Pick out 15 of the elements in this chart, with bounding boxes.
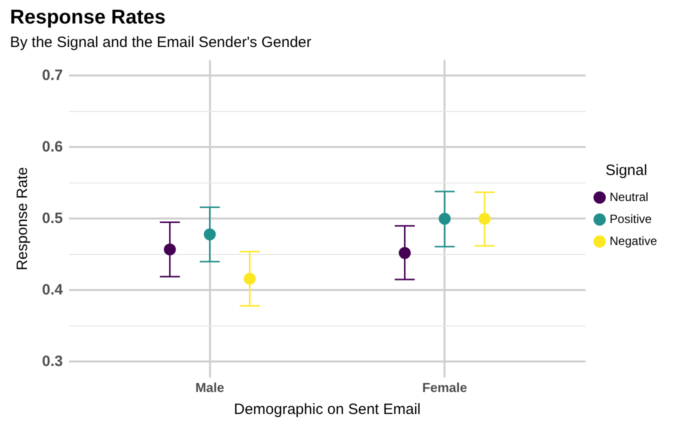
legend-label: Negative: [610, 234, 658, 248]
y-tick-label: 0.4: [42, 281, 64, 298]
y-tick-label: 0.3: [42, 352, 63, 370]
y-tick-label: 0.6: [42, 138, 63, 156]
x-axis-title: Demographic on Sent Email: [234, 401, 421, 418]
x-tick-label: Male: [195, 380, 224, 395]
y-tick-label: 0.5: [42, 210, 63, 227]
legend-label: Positive: [610, 212, 652, 226]
x-tick-label: Female: [422, 380, 468, 395]
chart-title: Response Rates: [10, 6, 166, 29]
y-tick-label: 0.7: [42, 66, 63, 84]
y-axis-title: Response Rate: [14, 166, 32, 270]
legend-title: Signal: [605, 162, 648, 180]
chart-subtitle: By the Signal and the Email Sender's Gender: [10, 34, 312, 52]
legend-label: Neutral: [610, 190, 648, 204]
